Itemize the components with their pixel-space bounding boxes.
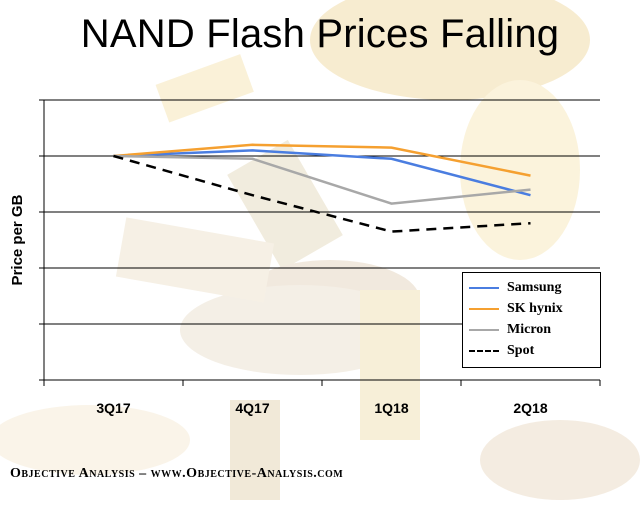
x-tick-label-1q18: 1Q18: [374, 400, 408, 416]
legend-swatch: [469, 328, 499, 331]
series-line-sk-hynix: [113, 143, 531, 177]
series-lines: [113, 143, 531, 233]
y-axis-label: Price per GB: [9, 194, 26, 285]
legend-label: Micron: [507, 321, 552, 337]
chart-title: NAND Flash Prices Falling: [80, 12, 560, 56]
chart-legend: Samsung SK hynix Micron Spot: [462, 272, 601, 368]
x-tick-label-3q17: 3Q17: [96, 400, 130, 416]
x-tick-labels: 3Q17 4Q17 1Q18 2Q18: [96, 400, 547, 416]
series-line-micron: [113, 154, 531, 205]
legend-label: SK hynix: [507, 300, 563, 316]
legend-item-sk-hynix: SK hynix: [469, 298, 594, 319]
legend-swatch: [469, 349, 499, 352]
footer-credit: Objective Analysis – www.Objective-Analy…: [10, 466, 344, 481]
legend-item-samsung: Samsung: [469, 277, 594, 298]
axes: [39, 99, 601, 386]
legend-swatch: [469, 286, 499, 289]
series-line-spot: [113, 154, 531, 233]
legend-label: Spot: [507, 342, 535, 358]
x-tick-label-2q18: 2Q18: [513, 400, 547, 416]
legend-label: Samsung: [507, 279, 562, 295]
legend-item-spot: Spot: [469, 340, 594, 361]
x-tick-label-4q17: 4Q17: [235, 400, 269, 416]
series-line-samsung: [113, 149, 531, 197]
legend-swatch: [469, 307, 499, 310]
legend-item-micron: Micron: [469, 319, 594, 340]
